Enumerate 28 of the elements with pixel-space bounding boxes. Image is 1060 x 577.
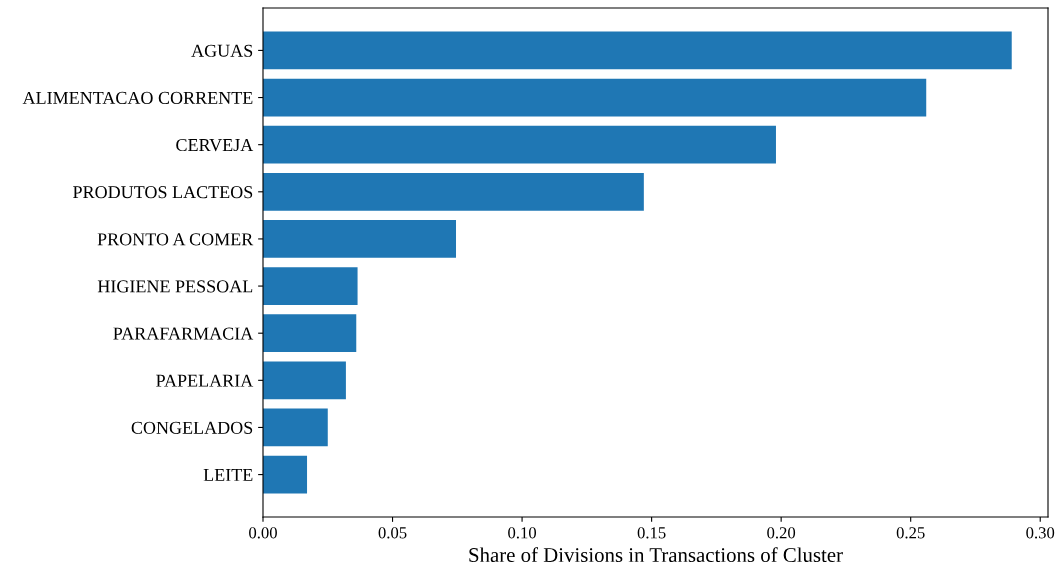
y-tick-label: LEITE <box>203 469 253 481</box>
y-tick-label: CONGELADOS <box>131 421 253 434</box>
bar <box>263 78 927 117</box>
y-tick-label: PARAFARMACIA <box>113 327 254 340</box>
bar <box>263 220 457 258</box>
y-tick-label: CERVEJA <box>176 138 254 152</box>
x-tick-label: 0.30 <box>1026 527 1055 539</box>
bar <box>263 455 308 494</box>
bar <box>263 267 358 305</box>
x-tick-label: 0.05 <box>378 527 407 539</box>
y-tick-label: PRONTO A COMER <box>97 233 254 246</box>
bar <box>263 408 328 447</box>
y-tick-label: ALIMENTACAO CORRENTE <box>22 91 253 104</box>
x-tick-label: 0.15 <box>637 527 666 539</box>
y-tick-label: HIGIENE PESSOAL <box>97 280 253 293</box>
y-tick-label: AGUAS <box>191 44 253 57</box>
bar <box>263 125 776 164</box>
bar <box>263 172 644 211</box>
x-axis-title: Share of Divisions in Transactions of Cluster <box>469 547 843 563</box>
x-tick-label: 0.25 <box>896 527 925 539</box>
bar <box>263 361 346 400</box>
y-tick-label: PRODUTOS LACTEOS <box>73 186 253 199</box>
x-tick-label: 0.20 <box>767 527 796 539</box>
bar <box>263 314 357 353</box>
x-tick-label: 0.00 <box>249 527 277 539</box>
x-tick-label: 0.10 <box>508 527 537 539</box>
y-tick-label: PAPELARIA <box>156 374 254 387</box>
bar <box>263 31 1012 70</box>
